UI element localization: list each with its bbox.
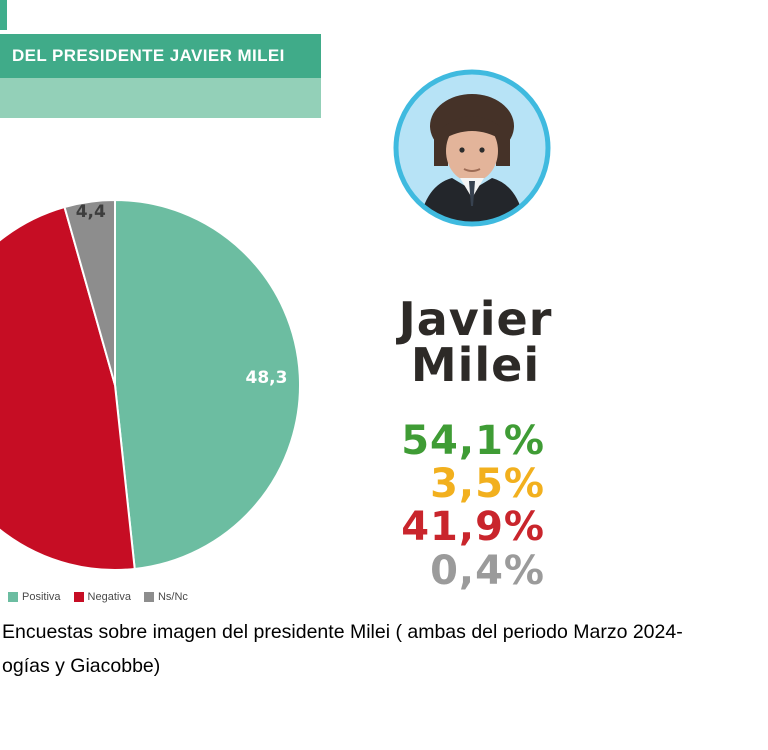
banner: DEL PRESIDENTE JAVIER MILEI <box>0 34 321 78</box>
banner-title: DEL PRESIDENTE JAVIER MILEI <box>12 46 285 65</box>
legend-item-nsnc: Ns/Nc <box>143 591 188 603</box>
caption-line1: Encuestas sobre imagen del presidente Mi… <box>2 621 683 643</box>
legend-item-positiva: Positiva <box>8 591 61 603</box>
pie-slice-label: 48,3 <box>246 368 288 388</box>
banner-underlay <box>0 78 321 118</box>
avatar <box>390 66 554 230</box>
legend-item-negativa: Negativa <box>73 591 131 603</box>
name-line2: Milei <box>410 338 541 392</box>
legend-label: Positiva <box>22 591 61 603</box>
stat-value-0: 54,1% <box>401 418 545 464</box>
name-line1: Javier <box>398 292 553 346</box>
stat-value-2: 41,9% <box>401 504 545 551</box>
pie-legend: Positiva Negativa Ns/Nc <box>8 591 188 603</box>
pie-slice-label: 4,4 <box>76 202 106 222</box>
legend-label: Ns/Nc <box>157 591 188 603</box>
legend-swatch <box>143 592 154 602</box>
pie-slice-negativa <box>0 205 136 571</box>
legend-swatch <box>73 592 84 602</box>
pie-chart-svg: 48,3 4,4 <box>0 198 301 571</box>
stat-value-1: 3,5% <box>430 461 545 508</box>
pie-chart: 48,3 4,4 <box>0 185 315 585</box>
candidate-name: Javier Milei <box>368 296 583 388</box>
stat-value-3: 0,4% <box>430 547 545 594</box>
poll-percentages: 54,1% 3,5% 41,9% 0,4% <box>320 418 545 594</box>
pie-slice-positiva <box>114 198 301 571</box>
legend-swatch <box>8 592 18 602</box>
caption-line2: ogías y Giacobbe) <box>2 654 161 677</box>
legend-label: Negativa <box>87 591 131 603</box>
corner-decoration <box>0 0 7 30</box>
milei-portrait-icon <box>393 69 551 227</box>
caption: Encuestas sobre imagen del presidente Mi… <box>2 616 768 683</box>
pie-slice-nsnc <box>63 198 116 386</box>
